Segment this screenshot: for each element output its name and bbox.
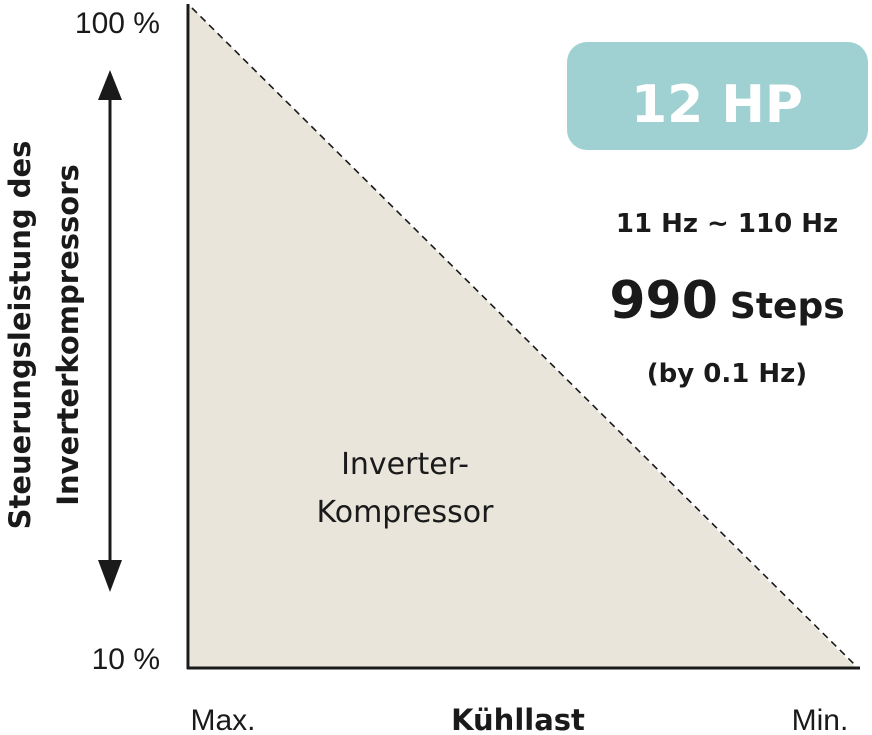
steps-unit: Steps [730, 286, 845, 327]
steps-number: 990 [609, 271, 718, 331]
area-label: Kompressor [317, 495, 495, 530]
y-bottom-label: 10 % [92, 643, 160, 676]
resolution: (by 0.1 Hz) [647, 359, 807, 389]
x-left-label: Max. [190, 704, 255, 735]
y-axis-label: Inverterkompressors [51, 164, 85, 506]
badge: 12 HP [631, 75, 803, 135]
double-arrow [98, 70, 122, 592]
x-right-label: Min. [792, 704, 849, 735]
y-top-label: 100 % [75, 7, 160, 40]
steps: 990 Steps [609, 271, 844, 331]
frequency-range: 11 Hz ~ 110 Hz [616, 209, 838, 239]
x-axis-label: Kühllast [451, 703, 585, 735]
area-label: Inverter- [341, 447, 469, 482]
badge-box [567, 42, 868, 150]
y-axis-label: Steuerungsleistung des [3, 141, 37, 530]
